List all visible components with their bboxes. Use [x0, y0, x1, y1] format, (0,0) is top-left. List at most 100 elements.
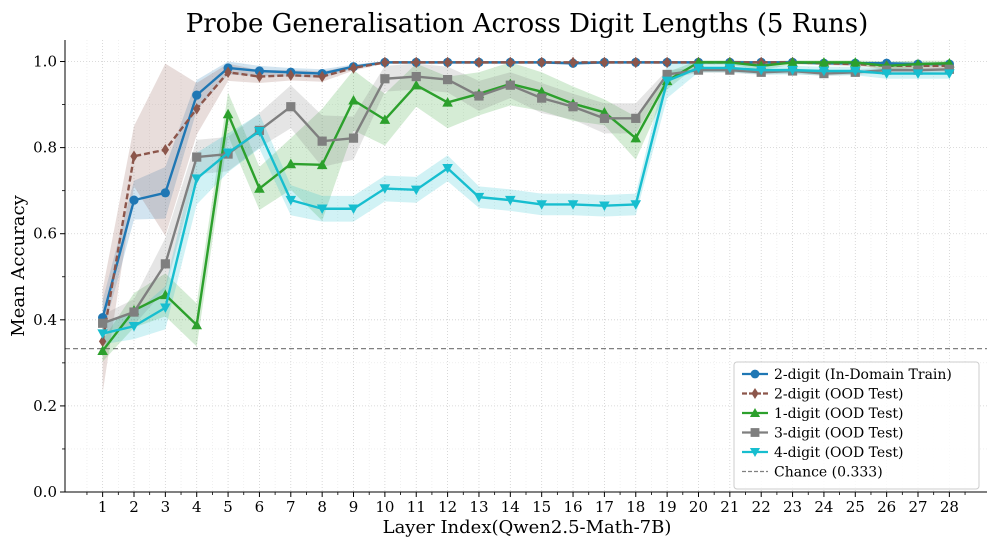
data-point [161, 144, 170, 156]
data-point [474, 91, 484, 101]
data-point [97, 329, 108, 339]
data-point [849, 57, 861, 67]
data-point [317, 136, 327, 146]
data-point [191, 174, 203, 184]
data-point [348, 133, 359, 143]
data-point [193, 103, 201, 115]
data-point [442, 97, 453, 107]
data-point [98, 318, 108, 328]
data-point [160, 259, 170, 269]
x-tick-label: 8 [317, 498, 327, 516]
legend-label: 4-digit (OOD Test) [774, 445, 904, 461]
data-point [318, 70, 326, 83]
data-point [599, 113, 610, 123]
x-tick-label: 19 [658, 498, 677, 516]
data-point [505, 195, 516, 206]
x-tick-label: 5 [223, 498, 233, 516]
data-point [538, 56, 546, 69]
confidence-band-series-2 [102, 61, 950, 393]
data-point [475, 56, 483, 69]
series-5 [97, 63, 955, 339]
x-tick-label: 11 [407, 498, 426, 516]
legend-entry-4: 3-digit (OOD Test) [742, 426, 904, 442]
y-axis-label: Mean Accuracy [8, 194, 29, 336]
data-point [662, 69, 672, 80]
data-point [818, 66, 830, 77]
confidence-band-series-4 [102, 63, 950, 332]
data-point [567, 200, 579, 210]
x-tick-label: 24 [814, 498, 833, 516]
data-point [381, 56, 389, 69]
x-tick-label: 18 [626, 498, 645, 516]
x-tick-label: 26 [877, 498, 896, 516]
data-point [285, 195, 297, 206]
data-point [536, 86, 547, 96]
data-point [130, 150, 138, 162]
legend-entry-5: 4-digit (OOD Test) [742, 445, 904, 461]
data-point [348, 94, 359, 105]
data-point [192, 90, 202, 100]
data-point [128, 322, 140, 332]
data-point [411, 71, 421, 82]
data-point [442, 164, 453, 174]
data-point [630, 132, 642, 143]
data-point [379, 114, 391, 124]
data-point [348, 204, 359, 215]
data-point [443, 56, 452, 69]
data-point [287, 69, 295, 82]
x-tick-label: 4 [192, 498, 202, 516]
x-tick-label: 9 [349, 498, 359, 516]
data-point [412, 56, 420, 69]
data-point [379, 184, 391, 194]
legend-entry-2: 2-digit (OOD Test) [742, 387, 904, 403]
data-point [818, 57, 830, 67]
data-point [632, 56, 640, 69]
x-tick-label: 12 [438, 498, 457, 516]
legend-marker [749, 407, 761, 418]
data-point [160, 188, 170, 198]
data-point [755, 65, 767, 76]
x-tick-label: 15 [532, 498, 551, 516]
x-tick-label: 28 [940, 498, 959, 516]
chart-title: Probe Generalisation Across Digit Length… [186, 9, 869, 39]
data-point [160, 303, 171, 314]
legend-box [733, 361, 980, 490]
x-tick-label: 1 [98, 498, 108, 516]
data-point [663, 56, 671, 69]
data-point [600, 56, 609, 69]
legend-entry-1: 2-digit (In-Domain Train) [742, 367, 952, 383]
data-point [349, 62, 358, 74]
legend-entry-chance: Chance (0.333) [742, 465, 883, 481]
confidence-band-series-5 [102, 63, 950, 345]
data-point [255, 70, 264, 83]
confidence-bands [102, 60, 950, 393]
data-point [316, 204, 328, 215]
legend-label: 2-digit (OOD Test) [774, 387, 904, 403]
data-point [693, 63, 704, 74]
data-point [944, 64, 954, 74]
confidence-band-series-3 [102, 60, 950, 362]
series-line [101, 61, 950, 352]
y-tick-label: 0.6 [33, 225, 57, 243]
x-axis-label: Layer Index(Qwen2.5-Math-7B) [383, 517, 672, 538]
y-tick-label: 0.0 [33, 483, 57, 501]
x-tick-label: 16 [563, 498, 582, 516]
legend-label: 1-digit (OOD Test) [774, 406, 904, 422]
data-point [224, 66, 232, 79]
data-point [787, 65, 798, 76]
data-point [849, 66, 861, 77]
data-point [944, 69, 955, 79]
x-tick-label: 13 [469, 498, 488, 516]
data-point [787, 57, 798, 67]
x-tick-label: 21 [720, 498, 739, 516]
data-point [97, 345, 108, 356]
data-point [724, 63, 736, 74]
data-point [631, 113, 641, 123]
x-tick-label: 3 [161, 498, 171, 516]
x-tick-label: 10 [375, 498, 394, 516]
data-point [410, 185, 422, 196]
data-point [192, 152, 202, 162]
data-point [129, 307, 139, 317]
